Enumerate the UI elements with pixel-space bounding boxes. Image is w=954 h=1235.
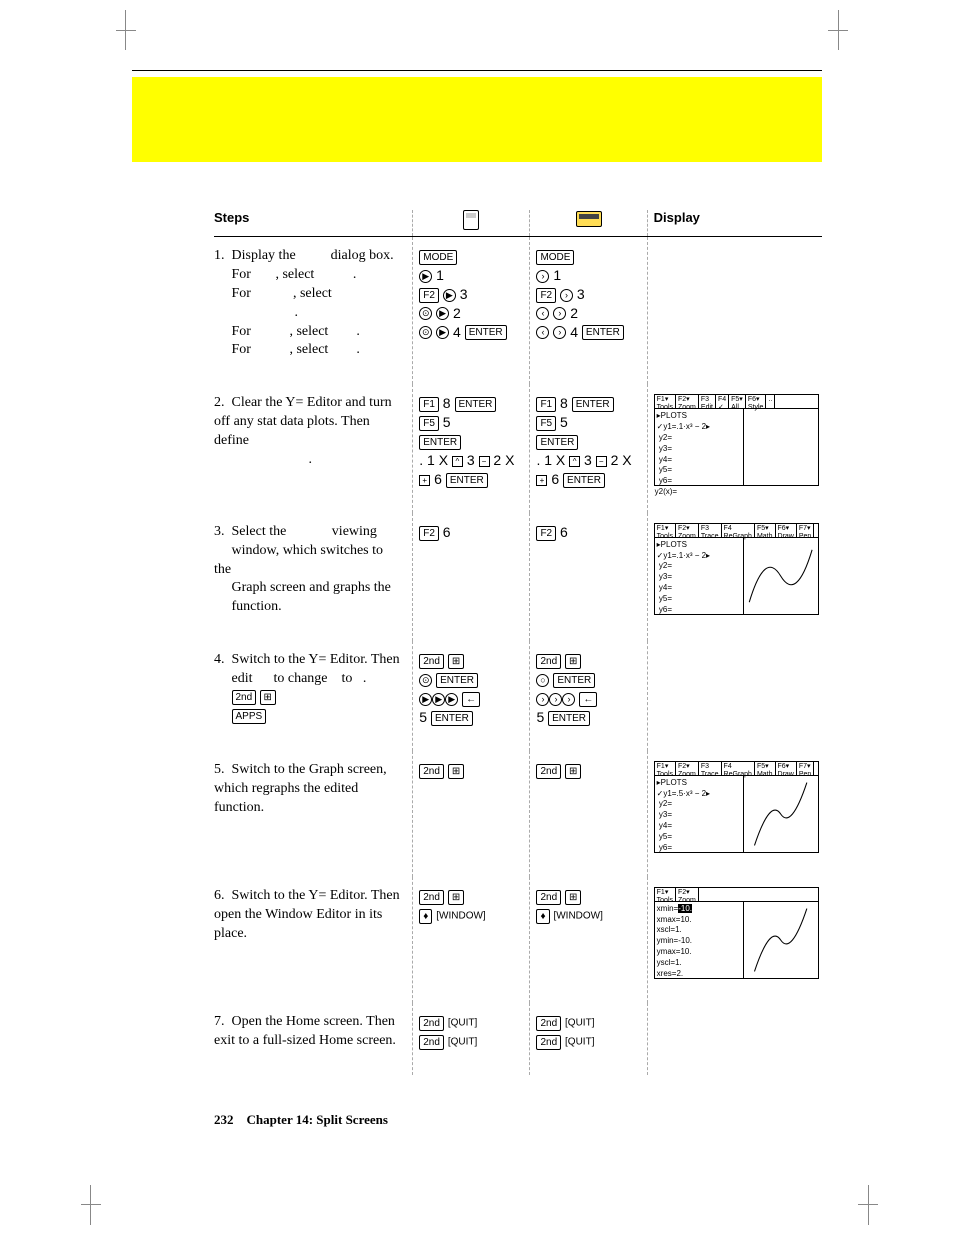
table-row: 5. Switch to the Graph screen, which reg… bbox=[214, 751, 822, 877]
steps-table: Steps Display 1. Display the dialog box.… bbox=[214, 210, 822, 1075]
table-row: 2. Clear the Y= Editor and turn off any … bbox=[214, 384, 822, 512]
table-row: 1. Display the dialog box. For , select … bbox=[214, 237, 822, 385]
step-text: Clear the Y= Editor and turn off any sta… bbox=[214, 395, 392, 448]
step-text: Switch to the Y= Editor. Then open the W… bbox=[214, 888, 400, 941]
col-header-ti92 bbox=[530, 210, 647, 237]
table-row: 6. Switch to the Y= Editor. Then open th… bbox=[214, 877, 822, 1003]
step-text: Switch to the Graph screen, which regrap… bbox=[214, 762, 387, 815]
calc-screenshot: F1▾ToolsF2▾ZoomF3EditF4✓F5▾AllF6▾Style..… bbox=[654, 394, 819, 486]
rule-line bbox=[132, 70, 822, 71]
yellow-banner bbox=[132, 77, 822, 162]
col-header-steps: Steps bbox=[214, 210, 413, 237]
crop-mark bbox=[90, 1185, 110, 1225]
chapter-title: Chapter 14: Split Screens bbox=[247, 1112, 388, 1127]
table-row: 7. Open the Home screen. Then exit to a … bbox=[214, 1003, 822, 1075]
calc-screenshot: F1▾ToolsF2▾ZoomF3TraceF4ReGraphF5▾MathF6… bbox=[654, 523, 819, 615]
page-footer: 232 Chapter 14: Split Screens bbox=[214, 1112, 388, 1128]
col-header-ti89 bbox=[413, 210, 530, 237]
step-text: Open the Home screen. Then exit to a ful… bbox=[214, 1014, 396, 1048]
wide-calc-icon bbox=[576, 211, 602, 227]
crop-mark bbox=[125, 10, 145, 50]
calc-screenshot: F1▾ToolsF2▾ZoomF3TraceF4ReGraphF5▾MathF6… bbox=[654, 761, 819, 853]
table-row: 3. Select the viewing window, which swit… bbox=[214, 513, 822, 641]
table-row: 4. Switch to the Y= Editor. Then edit to… bbox=[214, 641, 822, 751]
col-header-display: Display bbox=[647, 210, 822, 237]
calc-icon bbox=[463, 210, 479, 230]
calc-screenshot: F1▾ToolsF2▾Zoom xmin=-10.xmax=10.xscl=1.… bbox=[654, 887, 819, 979]
crop-mark bbox=[849, 1185, 869, 1225]
page-number: 232 bbox=[214, 1112, 234, 1127]
page-content: Steps Display 1. Display the dialog box.… bbox=[132, 70, 822, 1075]
crop-mark bbox=[819, 10, 839, 50]
